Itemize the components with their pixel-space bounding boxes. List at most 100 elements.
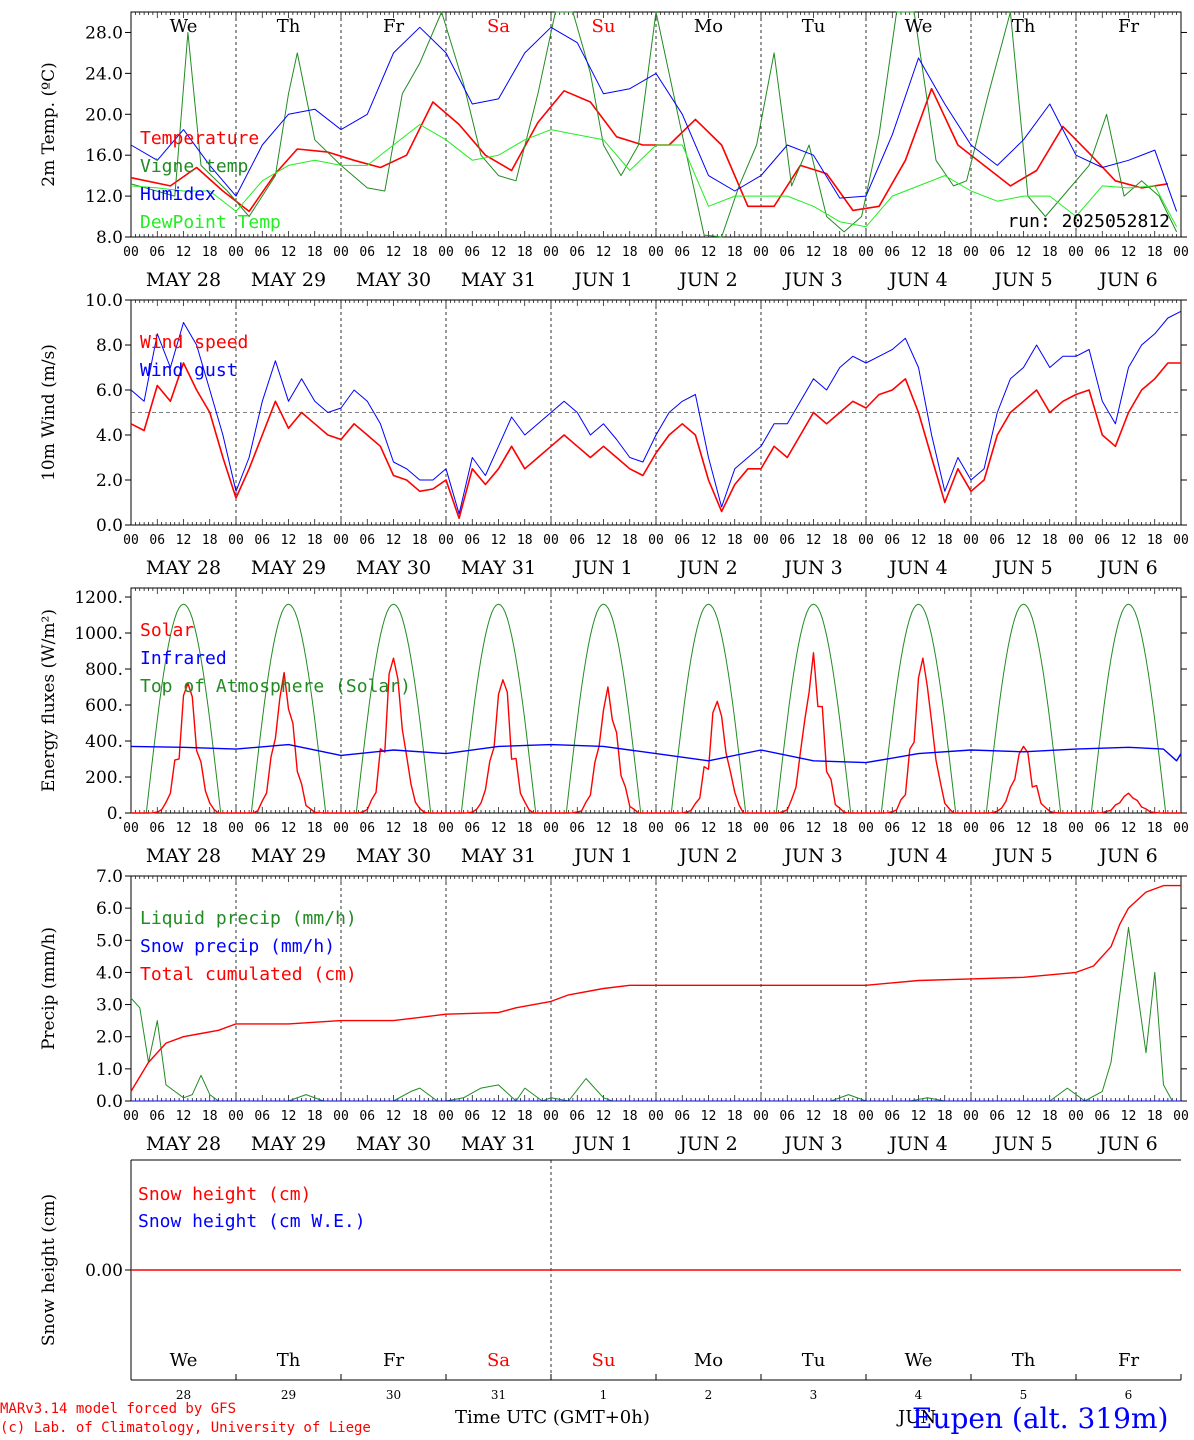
flux-panel-date-label: JUN 3	[782, 845, 842, 867]
flux-panel-hour-label: 06	[569, 821, 585, 836]
wind-panel-hour-label: 12	[176, 533, 192, 548]
precip-panel-hour-label: 18	[622, 1109, 638, 1124]
flux-panel-hour-label: 18	[622, 821, 638, 836]
wind-panel-hour-label: 12	[911, 533, 927, 548]
temp-panel-date-label: JUN 1	[572, 269, 632, 291]
flux-panel-hour-label: 12	[491, 821, 507, 836]
wind-panel-y-tick-label: 8.0	[96, 336, 123, 356]
flux-panel-hour-label: 18	[517, 821, 533, 836]
flux-panel-hour-label: 00	[648, 821, 664, 836]
snow-panel-day-number: 1	[600, 1388, 608, 1402]
precip-panel-hour-label: 12	[386, 1109, 402, 1124]
temp-panel-weekday-label: We	[170, 16, 198, 37]
precip-panel-y-tick-label: 2.0	[96, 1028, 123, 1048]
temp-panel-hour-label: 00	[1068, 245, 1084, 260]
wind-panel-hour-label: 00	[438, 533, 454, 548]
precip-panel-y-tick-label: 7.0	[96, 867, 123, 887]
flux-panel-hour-label: 12	[806, 821, 822, 836]
wind-panel-hour-label: 00	[648, 533, 664, 548]
precip-panel-hour-label: 06	[254, 1109, 270, 1124]
temp-panel-hour-label: 18	[1147, 245, 1163, 260]
flux-panel-hour-label: 12	[701, 821, 717, 836]
temp-panel-hour-label: 18	[937, 245, 953, 260]
wind-panel-hour-label: 00	[1173, 533, 1189, 548]
wind-panel-hour-label: 06	[1094, 533, 1110, 548]
precip-panel-date-label: MAY 29	[251, 1133, 326, 1155]
flux-panel-hour-label: 00	[1173, 821, 1189, 836]
temp-panel-weekday-label: Fr	[383, 16, 404, 37]
wind-panel-hour-label: 18	[727, 533, 743, 548]
temp-panel-hour-label: 18	[307, 245, 323, 260]
precip-panel-hour-label: 12	[281, 1109, 297, 1124]
precip-panel-hour-label: 00	[753, 1109, 769, 1124]
precip-panel-hour-label: 12	[1016, 1109, 1032, 1124]
flux-panel-hour-label: 06	[779, 821, 795, 836]
wind-panel-hour-label: 18	[1147, 533, 1163, 548]
precip-panel-hour-label: 18	[937, 1109, 953, 1124]
precip-panel-hour-label: 18	[1147, 1109, 1163, 1124]
flux-panel-legend-entry: Infrared	[140, 648, 227, 669]
wind-panel-hour-label: 18	[832, 533, 848, 548]
wind-panel-hour-label: 18	[202, 533, 218, 548]
flux-panel-hour-label: 00	[123, 821, 139, 836]
flux-panel-series-infrared	[130, 743, 1182, 764]
precip-panel-y-tick-label: 0.0	[96, 1092, 123, 1112]
precip-panel-hour-label: 00	[1068, 1109, 1084, 1124]
wind-panel-hour-label: 06	[674, 533, 690, 548]
temp-panel-hour-label: 18	[412, 245, 428, 260]
precip-panel-y-tick-label: 4.0	[96, 963, 123, 983]
flux-panel-hour-label: 00	[858, 821, 874, 836]
temp-panel-hour-label: 06	[254, 245, 270, 260]
flux-panel-series-solar	[131, 652, 1181, 814]
snow-panel-weekday-label: Su	[592, 1350, 616, 1371]
flux-panel-date-label: MAY 29	[251, 845, 326, 867]
temp-panel-weekday-label: Th	[277, 16, 301, 37]
precip-panel-y-axis-label: Precip (mm/h)	[39, 927, 59, 1050]
temp-panel-run-label: run: 2025052812	[1007, 211, 1170, 232]
wind-panel-hour-label: 18	[517, 533, 533, 548]
flux-panel-hour-label: 06	[989, 821, 1005, 836]
precip-panel-series-total-cumulated-cm-	[130, 884, 1181, 1092]
precip-panel-y-tick-label: 3.0	[96, 996, 123, 1016]
snow-panel-weekday-label: We	[905, 1350, 933, 1371]
wind-panel-hour-label: 18	[412, 533, 428, 548]
wind-panel-y-tick-label: 10.0	[85, 291, 123, 311]
snow-panel-y-axis-label: Snow height (cm)	[39, 1194, 59, 1346]
wind-panel-hour-label: 00	[753, 533, 769, 548]
temp-panel-hour-label: 06	[779, 245, 795, 260]
flux-panel-y-axis-label: Energy fluxes (W/m²)	[39, 609, 59, 792]
precip-panel-date-label: MAY 28	[146, 1133, 221, 1155]
temp-panel-y-axis-label: 2m Temp. (ºC)	[39, 62, 59, 187]
precip-panel-hour-label: 12	[491, 1109, 507, 1124]
temp-panel-hour-label: 12	[176, 245, 192, 260]
temp-panel-hour-label: 00	[963, 245, 979, 260]
flux-panel-y-tick-label: 1000.	[74, 624, 123, 644]
temp-panel-weekday-label: Sa	[487, 16, 510, 37]
flux-panel-y-tick-label: 400.	[85, 732, 123, 752]
flux-panel-hour-label: 00	[333, 821, 349, 836]
wind-panel-hour-label: 06	[989, 533, 1005, 548]
wind-panel-hour-label: 18	[1042, 533, 1058, 548]
precip-panel-hour-label: 00	[438, 1109, 454, 1124]
temp-panel-legend-entry: DewPoint Temp	[140, 212, 281, 233]
temp-panel-hour-label: 18	[832, 245, 848, 260]
snow-panel-weekday-label: Mo	[694, 1350, 723, 1371]
precip-panel-date-label: JUN 4	[887, 1133, 947, 1155]
temp-panel-date-label: MAY 29	[251, 269, 326, 291]
precip-panel-date-label: JUN 2	[677, 1133, 737, 1155]
flux-panel-hour-label: 18	[832, 821, 848, 836]
flux-panel-hour-label: 00	[228, 821, 244, 836]
precip-panel-date-label: MAY 30	[356, 1133, 431, 1155]
precip-panel-legend-entry: Total cumulated (cm)	[140, 964, 357, 985]
flux-panel-hour-label: 12	[281, 821, 297, 836]
wind-panel-date-label: JUN 3	[782, 557, 842, 579]
temp-panel-series-humidex	[130, 26, 1178, 212]
precip-panel-y-tick-label: 5.0	[96, 931, 123, 951]
flux-panel-hour-label: 18	[412, 821, 428, 836]
temp-panel-y-tick-label: 20.0	[85, 105, 123, 125]
temp-panel-weekday-label: Su	[592, 16, 616, 37]
precip-panel-hour-label: 00	[543, 1109, 559, 1124]
wind-panel-hour-label: 18	[937, 533, 953, 548]
wind-panel-hour-label: 00	[228, 533, 244, 548]
wind-panel-series-wind-speed	[130, 362, 1181, 520]
